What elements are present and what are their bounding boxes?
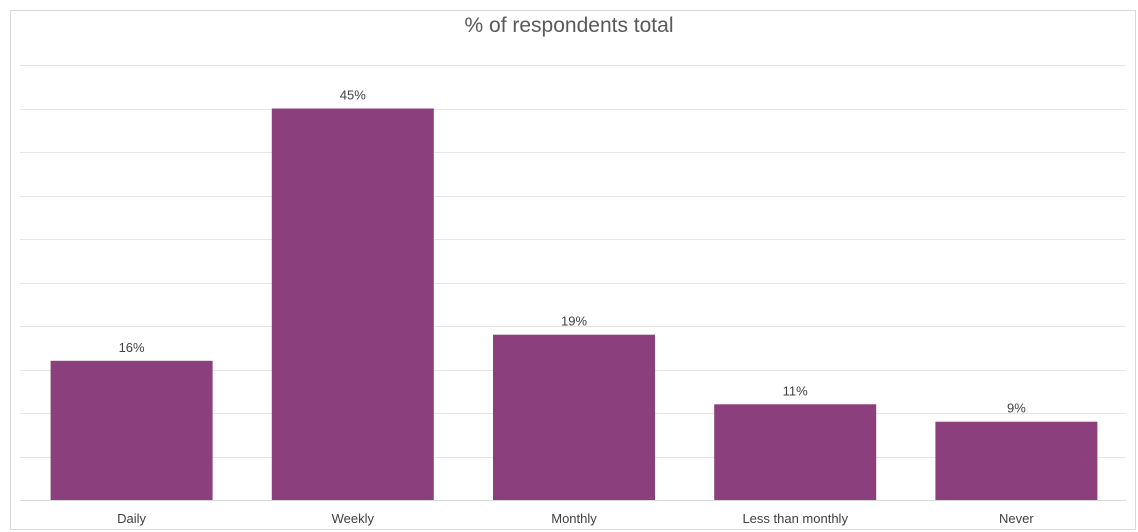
- data-label: 11%: [783, 383, 808, 398]
- bar-monthly: [493, 334, 655, 500]
- data-label: 45%: [340, 88, 366, 103]
- x-tick-label: Less than monthly: [742, 511, 848, 526]
- x-tick-label: Monthly: [551, 511, 597, 526]
- x-tick-label: Never: [999, 511, 1034, 526]
- data-label: 9%: [1007, 401, 1026, 416]
- data-labels: 16% 45% 19% 11% 9%: [119, 88, 1027, 416]
- bar-never: [935, 421, 1098, 500]
- chart-title: % of respondents total: [464, 14, 674, 37]
- bar-weekly: [271, 108, 434, 500]
- bars: [50, 108, 1098, 500]
- data-label: 16%: [119, 340, 145, 355]
- x-tick-label: Daily: [117, 511, 146, 526]
- bar-daily: [50, 360, 213, 500]
- x-axis: Daily Weekly Monthly Less than monthly Never: [20, 500, 1126, 526]
- data-label: 19%: [561, 314, 587, 329]
- bar-less-than-monthly: [714, 404, 877, 500]
- x-tick-label: Weekly: [332, 511, 375, 526]
